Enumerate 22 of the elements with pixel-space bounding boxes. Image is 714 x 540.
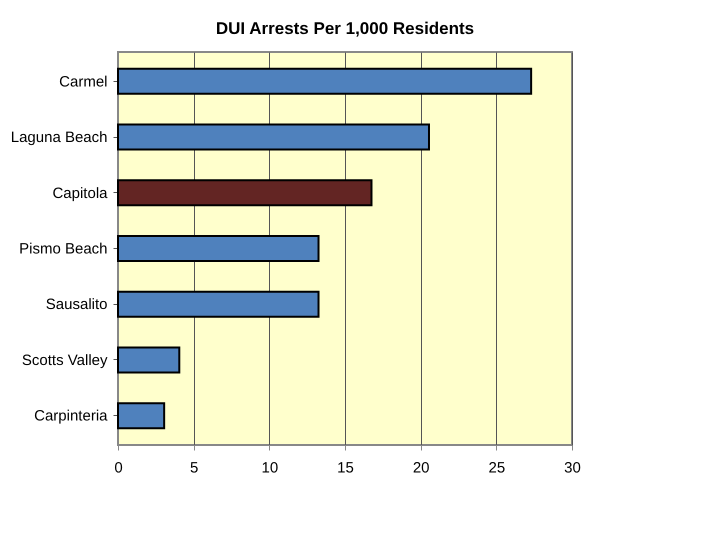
y-tick-label: Carpinteria	[34, 408, 108, 425]
y-tick-label: Carmel	[59, 73, 108, 90]
y-tick-label: Sausalito	[46, 296, 108, 314]
bar	[117, 234, 320, 262]
bar	[117, 179, 372, 206]
bar	[117, 290, 320, 318]
y-tick-label: Scotts Valley	[22, 352, 108, 369]
x-tick-label: 20	[412, 460, 430, 476]
y-tick-label: Laguna Beach	[10, 129, 108, 146]
bar	[117, 346, 180, 374]
x-tick-label: 5	[190, 460, 198, 476]
y-tick-label: Pismo Beach	[19, 240, 108, 258]
x-tick-label: 25	[488, 460, 506, 476]
x-tick-label: 15	[337, 460, 354, 476]
x-tick-label: 0	[114, 460, 123, 476]
x-tick-label: 30	[564, 460, 581, 476]
x-tick-label: 10	[261, 460, 278, 476]
bar	[117, 402, 166, 430]
bar	[117, 123, 430, 151]
chart-title: DUI Arrests Per 1,000 Residents	[216, 19, 474, 38]
y-tick-label: Capitola	[52, 184, 108, 202]
bar	[117, 68, 532, 95]
